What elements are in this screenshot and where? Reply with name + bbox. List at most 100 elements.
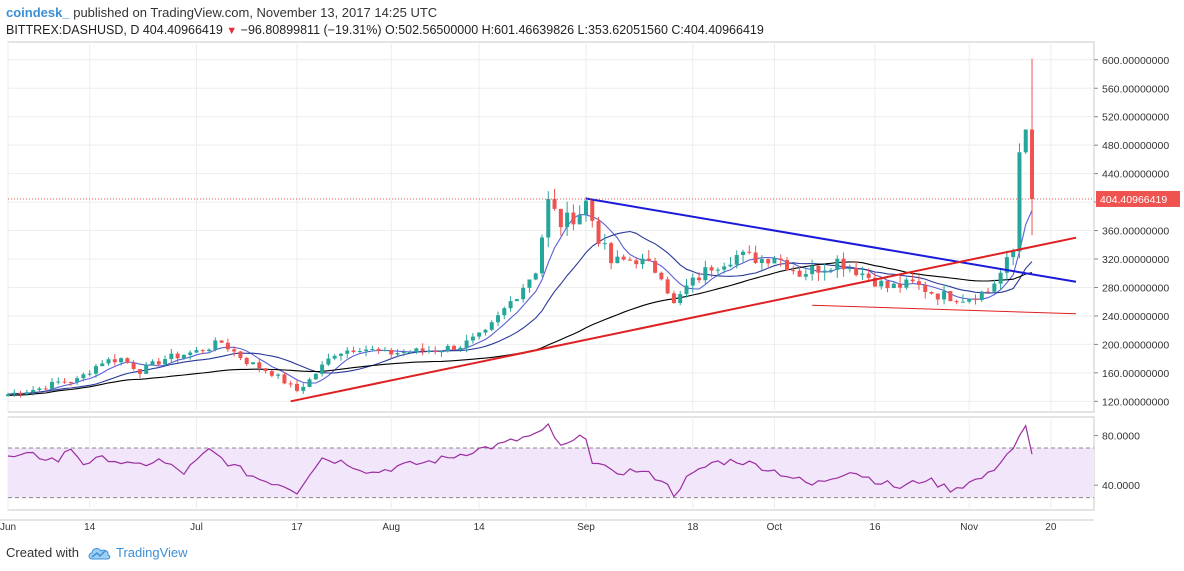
candle-body xyxy=(935,293,940,300)
candle-body xyxy=(753,252,758,263)
candle-body xyxy=(898,283,903,288)
candle-body xyxy=(401,352,406,354)
candle-body xyxy=(904,279,909,288)
candle-body xyxy=(433,350,438,353)
candle-body xyxy=(766,259,771,264)
trend-line-support xyxy=(290,236,1077,403)
candle-body xyxy=(100,363,105,367)
candle-body xyxy=(810,265,815,275)
candle-body xyxy=(759,259,764,263)
candle-body xyxy=(188,352,193,356)
candle-body xyxy=(81,374,86,379)
tradingview-label: TradingView xyxy=(115,545,188,560)
candle-body xyxy=(747,251,752,253)
candle-body xyxy=(722,266,727,270)
candle-body xyxy=(552,198,557,209)
candle-body xyxy=(998,272,1003,284)
candle-body xyxy=(338,353,343,356)
candle-body xyxy=(609,243,614,264)
candle-body xyxy=(741,251,746,255)
candle-body xyxy=(577,215,582,225)
candle-body xyxy=(546,198,551,238)
candle-body xyxy=(169,353,174,360)
moving-average-line xyxy=(7,230,1033,395)
candle-body xyxy=(621,256,626,260)
candle-body xyxy=(496,315,501,323)
y-tick-label: 440.00000000 xyxy=(1102,169,1169,181)
candle-body xyxy=(106,359,111,364)
candle-body xyxy=(452,345,457,350)
candle-body xyxy=(370,348,375,350)
publisher-brand[interactable]: coindesk_ xyxy=(6,5,70,20)
candle-body xyxy=(703,267,708,281)
x-tick-label: Nov xyxy=(960,522,978,533)
y-tick-label: 360.00000000 xyxy=(1102,226,1169,238)
candle-body xyxy=(207,349,212,352)
candle-body xyxy=(225,342,230,350)
symbol-name[interactable]: BITTREX:DASHUSD, D xyxy=(6,23,140,37)
candle-body xyxy=(395,353,400,355)
candle-body xyxy=(709,267,714,271)
candle-body xyxy=(816,265,821,273)
y-tick-label: 320.00000000 xyxy=(1102,254,1169,266)
rsi-line xyxy=(7,422,1033,498)
candle-body xyxy=(93,366,98,374)
candle-body xyxy=(571,212,576,225)
candle-body xyxy=(68,381,73,383)
candle-body xyxy=(351,350,356,353)
candle-body xyxy=(640,258,645,265)
down-arrow-icon: ▼ xyxy=(226,25,238,37)
x-tick-label: 20 xyxy=(1045,522,1057,533)
x-tick-label: Sep xyxy=(577,522,595,533)
candle-body xyxy=(879,280,884,287)
candle-body xyxy=(49,381,54,389)
candle-body xyxy=(803,274,808,277)
x-tick-label: 16 xyxy=(869,522,881,533)
x-tick-label: Jun xyxy=(0,522,16,533)
candle-body xyxy=(860,273,865,276)
candle-body xyxy=(62,381,67,383)
candle-body xyxy=(1023,129,1028,153)
candle-body xyxy=(244,358,249,365)
candle-body xyxy=(470,336,475,341)
candle-body xyxy=(671,293,676,304)
candle-body xyxy=(137,369,142,374)
candle-body xyxy=(251,362,256,365)
candle-body xyxy=(785,260,790,271)
candle-body xyxy=(627,259,632,261)
y-tick-label: 480.00000000 xyxy=(1102,140,1169,152)
candle-body xyxy=(540,237,544,274)
candle-body xyxy=(1030,129,1035,199)
candle-body xyxy=(464,340,469,348)
candle-body xyxy=(345,350,350,354)
candle-body xyxy=(263,368,268,372)
tradingview-logo[interactable]: TradingView xyxy=(87,545,188,560)
candle-body xyxy=(87,373,92,375)
candle-body xyxy=(514,299,519,302)
trend-line-support-lower xyxy=(812,304,1077,315)
candle-body xyxy=(313,373,318,380)
candles-group xyxy=(6,58,1035,398)
candle-body xyxy=(332,355,337,359)
candle-body xyxy=(847,268,852,270)
rsi-y-tick-label: 40.0000 xyxy=(1102,480,1140,492)
candle-body xyxy=(954,301,959,303)
candle-body xyxy=(294,383,299,391)
y-tick-label: 160.00000000 xyxy=(1102,368,1169,380)
y-tick-label: 280.00000000 xyxy=(1102,282,1169,294)
candle-body xyxy=(558,208,563,228)
candle-body xyxy=(948,291,953,302)
candle-body xyxy=(408,352,413,354)
candle-body xyxy=(163,359,168,365)
candle-body xyxy=(728,264,733,267)
candle-body xyxy=(521,287,526,300)
candle-body xyxy=(791,270,796,272)
candle-body xyxy=(797,270,802,277)
x-tick-label: Aug xyxy=(382,522,400,533)
candle-body xyxy=(426,350,431,352)
y-tick-label: 520.00000000 xyxy=(1102,112,1169,124)
last-price: 404.40966419 xyxy=(142,23,223,37)
candle-body xyxy=(150,361,155,365)
candle-body xyxy=(734,254,739,265)
